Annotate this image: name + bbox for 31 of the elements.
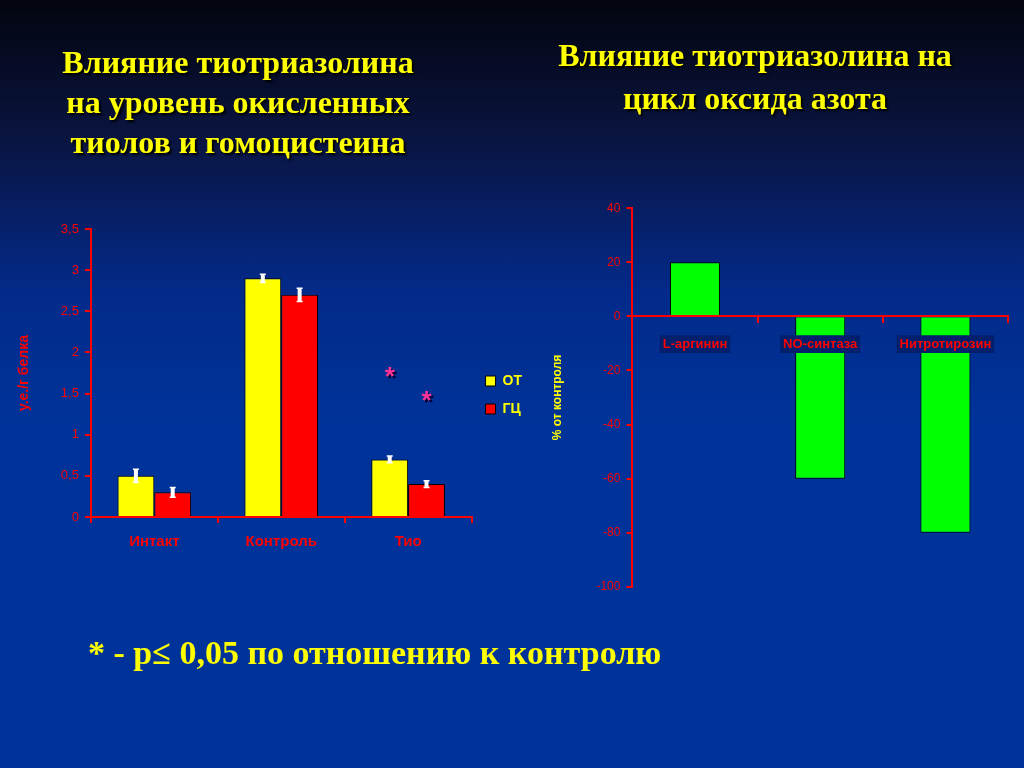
legend-label: ОТ	[502, 371, 523, 388]
x-tick-label: Интакт	[129, 532, 180, 550]
annotation: *	[421, 385, 433, 416]
y-tick-label: 20	[607, 254, 621, 269]
y-tick-label: 1,5	[60, 385, 79, 401]
y-tick-label: 40	[607, 200, 621, 215]
legend-label: ГЦ	[502, 399, 522, 416]
y-tick-label: -40	[603, 416, 621, 431]
y-tick-label: -60	[603, 470, 621, 485]
x-tick-label: Контроль	[245, 532, 317, 550]
text: *	[384, 360, 395, 391]
y-tick-label: -20	[603, 362, 621, 377]
y-tick-label: 2	[71, 344, 79, 360]
x-tick-label: L-аргинин	[662, 335, 728, 351]
chart-title: Влияние тиотриазолина на цикл оксида азота	[557, 36, 953, 118]
y-tick-label: 0	[613, 308, 621, 323]
chart-title: Влияние тиотриазолина на уровень окисленных тиолов и гомоцистеина	[61, 43, 415, 162]
y-tick-label: -100	[596, 579, 621, 594]
y-tick-label: 0,5	[60, 467, 79, 483]
x-tick-label: Нитротирозин	[899, 335, 992, 351]
y-tick-label: 1	[71, 426, 79, 442]
x-tick-label: NO-синтаза	[783, 335, 859, 351]
y-tick-label: 3	[71, 261, 79, 277]
y-tick-label: 2,5	[60, 302, 79, 318]
y-tick-label: 0	[71, 508, 79, 524]
y-tick-label: 3,5	[60, 220, 79, 236]
y-tick-label: -80	[603, 525, 621, 540]
text: * - p≤ 0,05 по отношению к контролю	[88, 634, 662, 672]
y-axis-title: у.е./г белка	[15, 334, 32, 411]
y-axis-title: % от контроля	[549, 354, 564, 441]
x-tick-label: Тио	[394, 532, 422, 550]
